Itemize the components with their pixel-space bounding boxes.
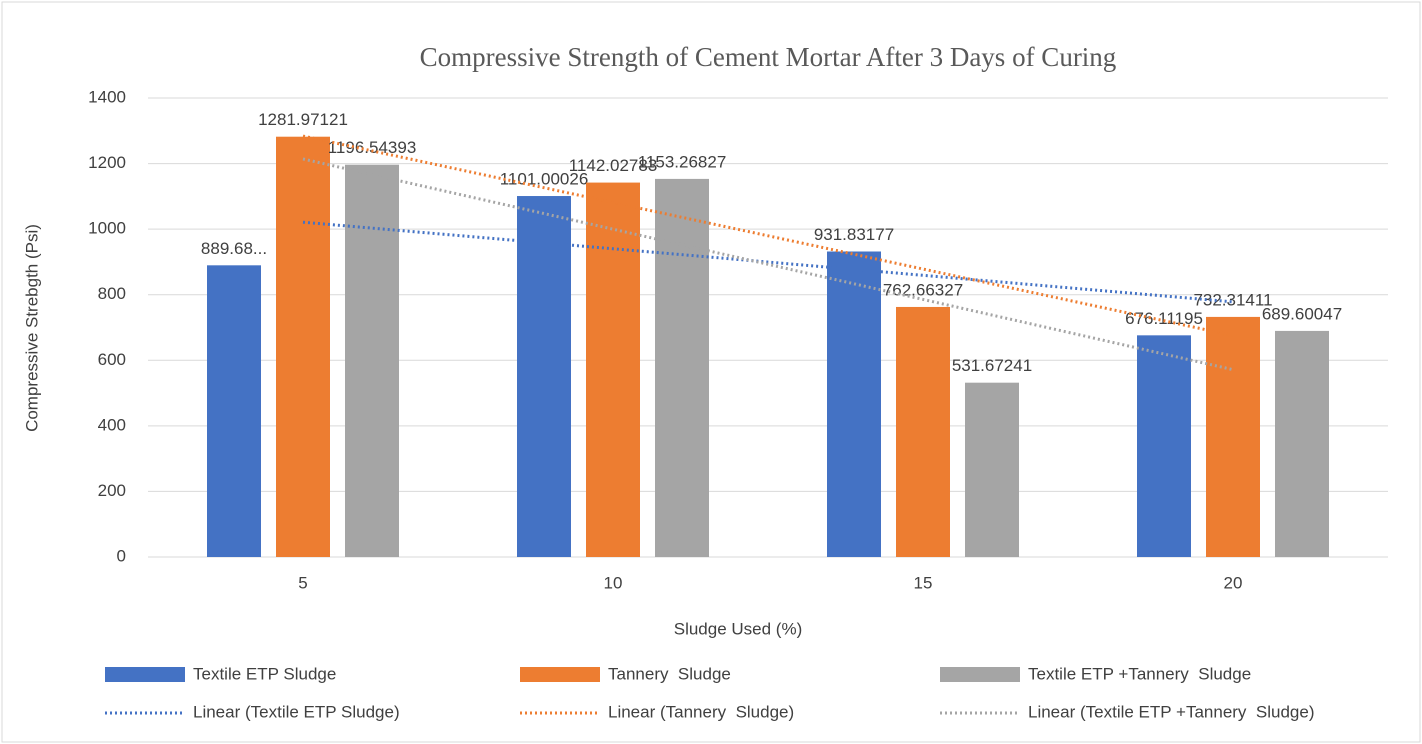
x-axis-label: Sludge Used (%) bbox=[674, 619, 803, 638]
y-tick-label: 400 bbox=[98, 415, 126, 434]
x-tick-label: 10 bbox=[604, 573, 623, 592]
legend-label: Linear (Textile ETP Sludge) bbox=[193, 702, 400, 721]
data-label: 676.11195 bbox=[1125, 309, 1203, 328]
legend-label: Textile ETP +Tannery Sludge bbox=[1028, 664, 1251, 683]
legend-swatch bbox=[520, 667, 600, 682]
y-tick-label: 600 bbox=[98, 350, 126, 369]
bar bbox=[517, 196, 571, 557]
trendline bbox=[302, 157, 1234, 372]
data-label: 1281.97121 bbox=[258, 110, 348, 129]
data-label: 1153.26827 bbox=[638, 152, 727, 171]
trendline bbox=[302, 220, 1234, 304]
bar bbox=[1275, 330, 1329, 557]
data-label: 889.68... bbox=[201, 239, 267, 258]
bar bbox=[1137, 335, 1191, 557]
chart-title: Compressive Strength of Cement Mortar Af… bbox=[420, 42, 1117, 72]
bar bbox=[655, 178, 709, 557]
x-tick-label: 15 bbox=[914, 573, 933, 592]
legend-label: Linear (Tannery Sludge) bbox=[608, 702, 794, 721]
data-label: 531.67241 bbox=[952, 356, 1032, 375]
data-label: 732.31411 bbox=[1193, 290, 1272, 309]
bar bbox=[276, 136, 330, 557]
legend-label: Textile ETP Sludge bbox=[193, 664, 336, 683]
legend-label: Linear (Textile ETP +Tannery Sludge) bbox=[1028, 702, 1314, 721]
y-tick-label: 0 bbox=[117, 546, 126, 565]
bar bbox=[207, 265, 261, 557]
bar bbox=[1206, 316, 1260, 557]
bar bbox=[965, 382, 1019, 557]
y-tick-label: 1400 bbox=[88, 87, 126, 106]
data-label: 931.83177 bbox=[814, 225, 894, 244]
y-tick-label: 1200 bbox=[88, 153, 126, 172]
bar bbox=[827, 251, 881, 557]
bar bbox=[345, 164, 399, 557]
legend-swatch bbox=[940, 667, 1020, 682]
legend-swatch bbox=[105, 667, 185, 682]
trendline bbox=[302, 134, 1234, 338]
legend-label: Tannery Sludge bbox=[608, 664, 731, 683]
bar bbox=[586, 182, 640, 558]
y-tick-label: 200 bbox=[98, 481, 126, 500]
y-tick-label: 800 bbox=[98, 284, 126, 303]
data-label: 1196.54393 bbox=[328, 138, 417, 157]
data-label: 689.60047 bbox=[1262, 304, 1342, 323]
data-label: 762.66327 bbox=[883, 280, 963, 299]
y-tick-label: 1000 bbox=[88, 219, 126, 238]
x-tick-label: 20 bbox=[1224, 573, 1243, 592]
data-label: 1101.00026 bbox=[500, 170, 589, 189]
y-axis-label: Compressive Strebgth (Psi) bbox=[22, 224, 41, 432]
data-label: 1142.02783 bbox=[569, 156, 658, 175]
bar bbox=[896, 306, 950, 557]
x-tick-label: 5 bbox=[298, 573, 307, 592]
